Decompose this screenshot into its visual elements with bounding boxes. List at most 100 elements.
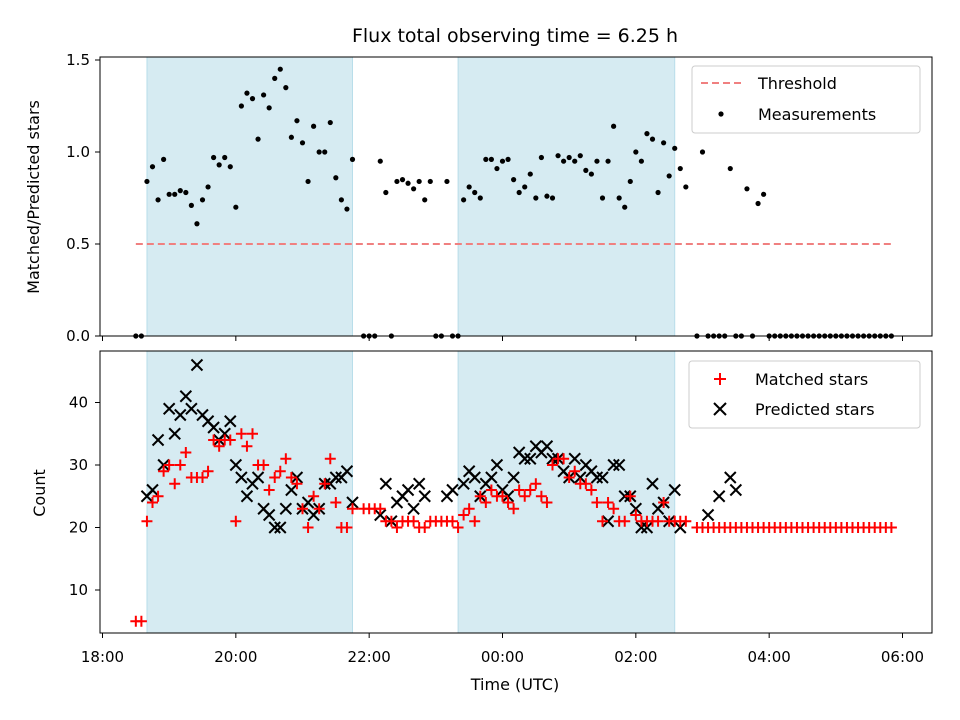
x-tick-label: 22:00 xyxy=(348,648,391,666)
top-legend: Threshold Measurements xyxy=(691,65,921,134)
predicted-star-point xyxy=(712,490,726,503)
top-y-axis-label: Matched/Predicted stars xyxy=(24,100,43,294)
measurement-point xyxy=(227,164,233,170)
predicted-star-point xyxy=(285,483,298,497)
predicted-star-point xyxy=(674,521,687,534)
measurement-point xyxy=(249,96,256,102)
measurement-point xyxy=(205,184,211,190)
top-y-tick-label: 0.0 xyxy=(66,327,90,345)
measurement-point xyxy=(566,154,572,161)
measurement-point xyxy=(399,177,406,183)
matched-star-point xyxy=(169,478,181,490)
predicted-star-point xyxy=(185,402,198,415)
bottom-legend-box xyxy=(688,360,921,429)
matched-star-point xyxy=(174,459,186,471)
predicted-star-point xyxy=(540,440,554,453)
matched-star-point xyxy=(302,522,314,533)
predicted-star-point xyxy=(329,471,343,484)
matched-star-point xyxy=(247,428,258,440)
predicted-star-point xyxy=(668,483,681,497)
measurement-point xyxy=(588,171,594,177)
matched-star-point xyxy=(885,522,897,533)
top-y-tick-label: 1.0 xyxy=(66,143,90,161)
matched-star-point xyxy=(680,515,692,527)
measurement-point xyxy=(661,140,667,146)
x-tick-label: 18:00 xyxy=(81,648,124,666)
top-y-tick-label: 0.5 xyxy=(66,235,90,253)
measurement-point xyxy=(611,123,617,129)
predicted-star-point xyxy=(240,490,254,503)
measurement-point xyxy=(238,103,244,109)
measurement-point xyxy=(272,75,278,81)
predicted-star-point xyxy=(640,521,654,534)
matched-star-point xyxy=(419,522,431,533)
matched-star-point xyxy=(585,484,597,496)
measurement-point xyxy=(349,156,356,162)
measurement-point xyxy=(244,90,250,96)
predicted-star-point xyxy=(235,471,248,484)
predicted-star-point xyxy=(635,521,648,534)
predicted-star-point xyxy=(701,508,715,522)
measurement-point xyxy=(222,154,228,161)
predicted-star-point xyxy=(190,358,204,372)
measurement-point xyxy=(627,178,633,185)
observing-window-1 xyxy=(146,350,353,634)
matched-star-point xyxy=(147,497,158,508)
measurement-point xyxy=(422,197,428,203)
measurement-point xyxy=(199,197,206,203)
measurement-point xyxy=(638,158,644,164)
bottom-y-axis-label: Count xyxy=(30,469,49,517)
measurement-point xyxy=(294,118,300,124)
measurement-point xyxy=(727,165,733,172)
matched-star-point xyxy=(485,484,497,496)
measurement-point xyxy=(177,188,183,194)
bottom-y-tick-label: 20 xyxy=(69,519,88,537)
predicted-star-point xyxy=(224,415,237,428)
predicted-star-point xyxy=(346,496,359,509)
matched-star-point xyxy=(519,490,531,502)
measurement-point xyxy=(183,189,189,196)
measurement-point xyxy=(466,184,472,190)
measurement-point xyxy=(338,197,344,203)
matched-star-point xyxy=(524,484,536,496)
predicted-star-point xyxy=(590,471,604,484)
matched-star-point xyxy=(274,465,286,477)
measurement-point xyxy=(538,154,544,161)
bottom-y-tick-label: 30 xyxy=(69,456,88,474)
matched-star-point xyxy=(285,472,297,483)
measurement-point xyxy=(666,173,672,179)
legend-matched-swatch xyxy=(714,373,726,385)
predicted-star-point xyxy=(379,477,393,490)
matched-star-point xyxy=(291,478,303,490)
measurement-point xyxy=(577,153,583,159)
predicted-star-point xyxy=(274,521,287,534)
matched-star-point xyxy=(630,509,642,521)
matched-star-point xyxy=(319,478,331,490)
predicted-star-point xyxy=(279,502,293,515)
matched-star-point xyxy=(508,503,520,515)
measurement-point xyxy=(522,184,528,190)
matched-star-point xyxy=(197,472,208,483)
predicted-star-point xyxy=(290,471,304,484)
matched-star-point xyxy=(313,503,325,515)
predicted-star-point xyxy=(151,433,165,447)
measurement-point xyxy=(416,178,422,185)
top-chart: Flux total observing time = 6.25 h 0.0 0.… xyxy=(24,25,933,345)
predicted-star-point xyxy=(162,402,176,415)
matched-star-point xyxy=(141,515,153,527)
predicted-star-point xyxy=(251,471,265,484)
bottom-chart: 10 20 30 40 18:00 20:00 22:00 00:00 02:00 04:00 06… xyxy=(30,350,933,694)
observing-window-2 xyxy=(457,350,676,634)
matched-star-point xyxy=(280,453,292,465)
measurement-point xyxy=(311,123,317,129)
matched-star-point xyxy=(469,515,481,527)
matched-star-point xyxy=(235,428,247,440)
matched-star-point xyxy=(480,497,492,508)
measurement-point xyxy=(599,195,606,201)
measurement-point xyxy=(572,158,578,164)
measurement-point xyxy=(677,165,683,172)
predicted-star-point xyxy=(207,421,220,434)
measurement-point xyxy=(761,191,767,197)
matched-star-point xyxy=(347,503,358,515)
bottom-plot-frame xyxy=(99,350,933,634)
